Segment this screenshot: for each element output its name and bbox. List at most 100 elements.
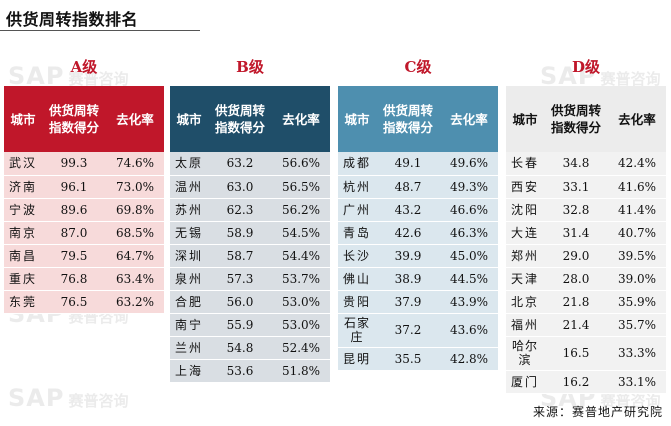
score-cell: 89.6: [42, 198, 106, 222]
city-cell: 南宁: [170, 313, 208, 337]
rate-cell: 56.6%: [272, 152, 330, 176]
table-row: 南昌 79.5 64.7%: [4, 244, 164, 268]
city-cell: 福州: [506, 313, 544, 337]
page-title: 供货周转指数排名: [6, 10, 139, 29]
city-cell: 苏州: [170, 198, 208, 222]
score-cell: 33.1: [544, 175, 608, 199]
grade-a-label: A级: [70, 58, 98, 76]
rate-cell: 74.6%: [106, 152, 164, 176]
rate-cell: 69.8%: [106, 198, 164, 222]
score-cell: 58.7: [208, 244, 272, 268]
rate-cell: 64.7%: [106, 244, 164, 268]
score-cell: 32.8: [544, 198, 608, 222]
city-cell: 南昌: [4, 244, 42, 268]
rate-cell: 42.4%: [608, 152, 666, 176]
index-header: 供货周转指数得分: [42, 86, 106, 152]
table-row: 太原 63.2 56.6%: [170, 152, 330, 176]
rate-cell: 73.0%: [106, 175, 164, 199]
table-row: 东莞 76.5 63.2%: [4, 290, 164, 314]
city-cell: 佛山: [338, 267, 376, 291]
watermark: SAP 赛普咨询: [8, 384, 128, 412]
score-cell: 48.7: [376, 175, 440, 199]
city-cell: 重庆: [4, 267, 42, 291]
rate-cell: 41.6%: [608, 175, 666, 199]
rate-cell: 42.8%: [440, 347, 498, 371]
table-row: 大连 31.4 40.7%: [506, 221, 666, 245]
score-cell: 55.9: [208, 313, 272, 337]
score-cell: 31.4: [544, 221, 608, 245]
city-header: 城市: [170, 86, 208, 152]
city-cell: 哈尔滨: [506, 336, 544, 371]
table-header-row: 城市 供货周转指数得分 去化率: [338, 86, 498, 152]
rate-header: 去化率: [608, 86, 666, 152]
table-row: 福州 21.4 35.7%: [506, 313, 666, 337]
table-row: 深圳 58.7 54.4%: [170, 244, 330, 268]
score-cell: 58.9: [208, 221, 272, 245]
rate-cell: 53.7%: [272, 267, 330, 291]
city-cell: 广州: [338, 198, 376, 222]
table-row: 合肥 56.0 53.0%: [170, 290, 330, 314]
grade-c-label: C级: [404, 58, 432, 76]
table-row: 南京 87.0 68.5%: [4, 221, 164, 245]
city-cell: 郑州: [506, 244, 544, 268]
table-row: 石家庄 37.2 43.6%: [338, 313, 498, 348]
city-cell: 石家庄: [338, 313, 376, 348]
table-row: 成都 49.1 49.6%: [338, 152, 498, 176]
city-cell: 温州: [170, 175, 208, 199]
rate-cell: 33.3%: [608, 336, 666, 371]
rate-cell: 43.9%: [440, 290, 498, 314]
rate-cell: 33.1%: [608, 370, 666, 394]
score-cell: 76.8: [42, 267, 106, 291]
table-row: 郑州 29.0 39.5%: [506, 244, 666, 268]
city-cell: 上海: [170, 359, 208, 383]
table-row: 武汉 99.3 74.6%: [4, 152, 164, 176]
table-row: 广州 43.2 46.6%: [338, 198, 498, 222]
table-row: 重庆 76.8 63.4%: [4, 267, 164, 291]
city-cell: 天津: [506, 267, 544, 291]
city-cell: 厦门: [506, 370, 544, 394]
rate-cell: 68.5%: [106, 221, 164, 245]
city-cell: 贵阳: [338, 290, 376, 314]
score-cell: 87.0: [42, 221, 106, 245]
table-row: 厦门 16.2 33.1%: [506, 370, 666, 394]
city-cell: 昆明: [338, 347, 376, 371]
score-cell: 35.5: [376, 347, 440, 371]
score-cell: 49.1: [376, 152, 440, 176]
rate-cell: 40.7%: [608, 221, 666, 245]
city-cell: 北京: [506, 290, 544, 314]
table-row: 无锡 58.9 54.5%: [170, 221, 330, 245]
rate-cell: 35.7%: [608, 313, 666, 337]
score-cell: 39.9: [376, 244, 440, 268]
grade-d-table: 城市 供货周转指数得分 去化率 长春 34.8 42.4% 西安 33.1 41.6% 沈阳…: [506, 86, 666, 394]
source-note: 来源：赛普地产研究院: [532, 405, 663, 419]
table-row: 泉州 57.3 53.7%: [170, 267, 330, 291]
table-header-row: 城市 供货周转指数得分 去化率: [4, 86, 164, 152]
score-cell: 54.8: [208, 336, 272, 360]
grade-c-table: 城市 供货周转指数得分 去化率 成都 49.1 49.6% 杭州 48.7 49.3% 广州…: [338, 86, 498, 371]
table-row: 济南 96.1 73.0%: [4, 175, 164, 199]
grade-b-label: B级: [236, 58, 264, 76]
city-cell: 大连: [506, 221, 544, 245]
table-row: 上海 53.6 51.8%: [170, 359, 330, 383]
index-header: 供货周转指数得分: [544, 86, 608, 152]
rate-cell: 43.6%: [440, 313, 498, 348]
score-cell: 28.0: [544, 267, 608, 291]
rate-cell: 39.0%: [608, 267, 666, 291]
score-cell: 96.1: [42, 175, 106, 199]
score-cell: 99.3: [42, 152, 106, 176]
rate-header: 去化率: [106, 86, 164, 152]
city-header: 城市: [4, 86, 42, 152]
index-header: 供货周转指数得分: [208, 86, 272, 152]
city-cell: 深圳: [170, 244, 208, 268]
rate-cell: 45.0%: [440, 244, 498, 268]
city-cell: 南京: [4, 221, 42, 245]
score-cell: 37.9: [376, 290, 440, 314]
rate-cell: 41.4%: [608, 198, 666, 222]
city-cell: 合肥: [170, 290, 208, 314]
city-header: 城市: [506, 86, 544, 152]
rate-cell: 54.4%: [272, 244, 330, 268]
city-cell: 武汉: [4, 152, 42, 176]
title-underline: [0, 30, 200, 31]
table-row: 宁波 89.6 69.8%: [4, 198, 164, 222]
table-row: 南宁 55.9 53.0%: [170, 313, 330, 337]
